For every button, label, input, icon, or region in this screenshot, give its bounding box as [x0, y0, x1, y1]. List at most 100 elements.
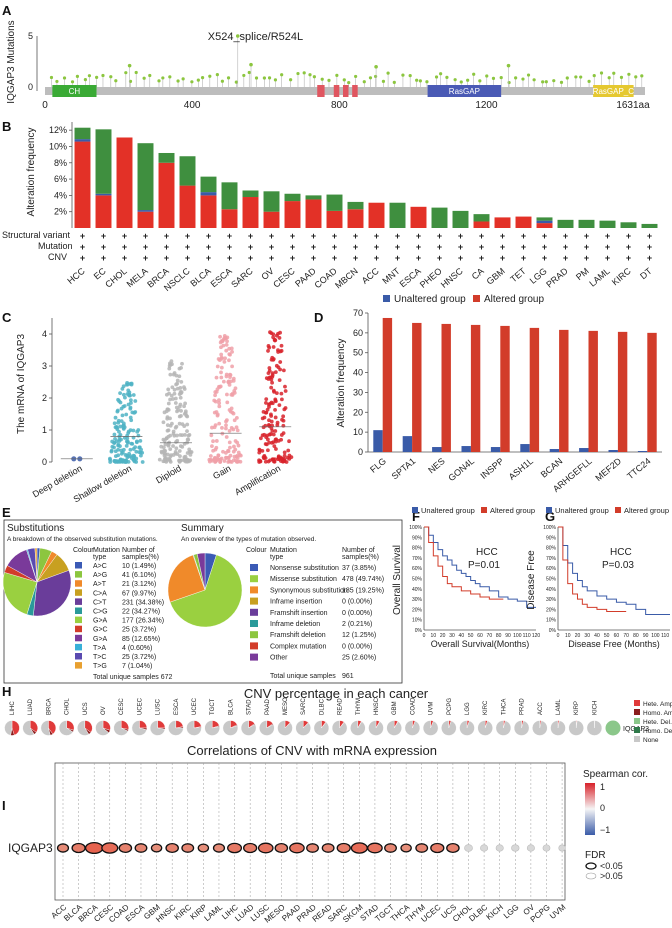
row-mark: +: [185, 253, 190, 263]
data-point: [178, 395, 183, 400]
bar-deep-deletion: [536, 220, 553, 224]
mutation-type: Other: [270, 655, 288, 662]
x-tick-label: 10: [431, 633, 437, 639]
cnv-pie-slice-0: [139, 720, 148, 729]
data-point: [224, 423, 228, 428]
data-point: [220, 431, 225, 436]
col-header: Colour: [246, 547, 267, 554]
data-point: [266, 402, 271, 407]
row-mark: +: [122, 231, 127, 241]
x-tick-label: 1200: [475, 100, 498, 111]
bar-mutation: [116, 137, 133, 228]
cancer-label: CESC: [119, 698, 125, 715]
correlation-bubble: [350, 842, 368, 854]
mutation-head: [612, 71, 616, 75]
data-point: [215, 364, 220, 369]
x-tick-label: PHEO: [418, 266, 444, 290]
data-point: [266, 459, 271, 464]
domain-iq: [342, 85, 349, 97]
data-point: [109, 448, 114, 453]
row-mark: +: [563, 231, 568, 241]
cnv-pie-slice-2: [331, 720, 348, 736]
data-point: [179, 408, 183, 413]
correlation-title: Correlations of CNV with mRNA expression: [187, 743, 437, 758]
data-point: [172, 387, 177, 392]
bar-deep-deletion: [137, 210, 154, 212]
correlation-bubble: [558, 844, 566, 852]
row-mark: +: [311, 253, 316, 263]
data-point: [277, 403, 282, 408]
bar-amplification: [305, 195, 322, 200]
row-mark: +: [416, 253, 421, 263]
data-point: [186, 437, 191, 442]
domain-iq: [317, 85, 325, 97]
km-annotation-cancer: HCC: [610, 547, 632, 558]
bar-mutation: [305, 199, 322, 228]
x-tick-label: 0: [557, 633, 560, 639]
col-header: samples(%): [122, 554, 159, 561]
km-curve-altered-group: [558, 526, 627, 612]
legend-tick: 0: [600, 803, 605, 813]
row-mark: +: [80, 231, 85, 241]
km-curve-altered-group: [424, 526, 504, 600]
data-point: [282, 450, 287, 455]
data-point: [222, 359, 227, 364]
x-tick-label: SPTA1: [390, 456, 418, 482]
x-tick-label: 40: [459, 633, 465, 639]
y-tick-label: 2: [42, 393, 47, 403]
data-point: [217, 404, 222, 409]
cancer-label: OV: [101, 706, 107, 715]
legend-swatch-altered: [473, 295, 480, 302]
row-mark: +: [647, 231, 652, 241]
mutation-head: [634, 75, 638, 79]
total-samples-right: 961: [342, 673, 354, 680]
data-point: [123, 453, 128, 457]
mutation-type: A>C: [93, 563, 107, 570]
bar-unaltered: [637, 451, 648, 452]
summary-title: Summary: [181, 523, 224, 534]
mutation-type: C>T: [93, 599, 107, 606]
x-tick-label: MBCN: [333, 266, 360, 291]
y-axis-label: Overall Survival: [392, 545, 403, 615]
data-point: [162, 451, 167, 456]
bar-amplification: [557, 219, 574, 228]
row-mark: +: [185, 231, 190, 241]
row-mark: +: [80, 253, 85, 263]
row-mark: +: [248, 231, 253, 241]
cnv-legend-label: Hete. Amp.: [643, 701, 672, 708]
mutation-head: [368, 76, 373, 80]
cnv-pie-slice-2: [95, 720, 110, 736]
mutation-head: [127, 63, 132, 68]
cnv-pie-slice-2: [149, 720, 166, 736]
data-point: [134, 439, 139, 444]
col-header: Mutation: [93, 547, 120, 554]
x-tick-label: NES: [426, 456, 447, 476]
data-point: [231, 378, 236, 383]
row-mark: +: [479, 231, 484, 241]
data-point: [116, 418, 121, 423]
table-border: [3, 519, 403, 684]
x-tick-label: ACC: [360, 266, 381, 286]
bar-amplification: [641, 223, 658, 228]
data-point: [185, 422, 190, 427]
data-point: [138, 438, 143, 443]
correlation-bubble: [134, 843, 148, 853]
row-mark: +: [122, 242, 127, 252]
mutation-head: [392, 80, 396, 84]
data-point: [227, 408, 232, 412]
data-point: [117, 399, 121, 403]
bar-unaltered: [520, 444, 530, 452]
data-point: [112, 421, 117, 426]
correlation-bubble: [336, 842, 351, 854]
row-mark: +: [101, 253, 106, 263]
bar-amplification: [158, 152, 175, 163]
data-point: [174, 405, 179, 410]
data-point: [124, 412, 129, 417]
data-point: [227, 459, 232, 463]
data-point: [224, 435, 229, 439]
x-tick-label: LAML: [587, 266, 611, 289]
correlation-bubble: [511, 844, 520, 852]
colour-swatch: [75, 607, 82, 614]
mutation-head: [418, 79, 422, 83]
data-point: [267, 366, 272, 370]
